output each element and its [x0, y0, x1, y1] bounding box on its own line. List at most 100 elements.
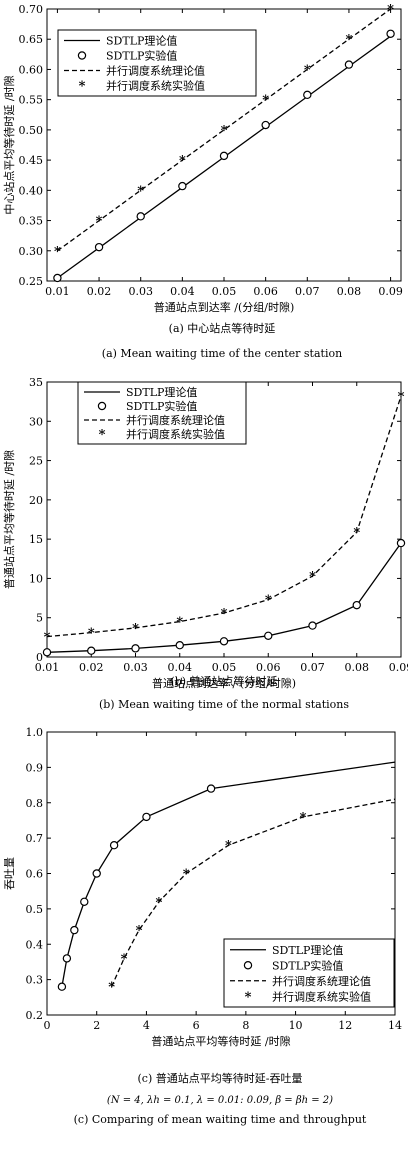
data-point-circle: [94, 242, 104, 252]
x-tick-label: 14: [388, 1019, 402, 1032]
x-tick-label: 0: [44, 1019, 51, 1032]
y-tick-label: 0.60: [19, 63, 44, 76]
chart-b: (b) 普通站点等待时延 (b) Mean waiting time of th…: [2, 376, 408, 711]
y-axis-label: 中心站点平均等待时延 /时隙: [2, 75, 16, 214]
chart-a: (a) 中心站点等待时延 (a) Mean waiting time of th…: [2, 3, 403, 361]
series-line-dashed: [57, 8, 391, 252]
data-point-star: *: [108, 980, 115, 995]
y-axis-label: 吞吐量: [3, 857, 16, 890]
data-point-circle: [352, 600, 361, 610]
caption-cn-b: (b) 普通站点等待时延: [170, 674, 277, 688]
x-tick-label: 6: [193, 1019, 200, 1032]
data-point-star: *: [136, 924, 143, 939]
data-point-circle: [92, 869, 101, 878]
caption-cn-c: (c) 普通站点平均等待时延-吞吐量: [138, 1071, 303, 1085]
x-tick-label: 0.05: [212, 661, 237, 674]
y-tick-label: 15: [29, 533, 43, 546]
x-tick-label: 0.09: [378, 285, 403, 298]
x-tick-label: 0.02: [87, 285, 112, 298]
legend-label: 并行调度系统实验值: [106, 79, 205, 93]
series-line-solid: [46, 542, 402, 653]
legend-label: SDTLP实验值: [106, 49, 177, 63]
y-tick-label: 35: [29, 376, 43, 389]
x-tick-label: 10: [289, 1019, 303, 1032]
x-tick-label: 0.08: [337, 285, 362, 298]
data-point-star: *: [54, 244, 61, 259]
x-tick-label: 0.01: [45, 285, 70, 298]
caption-params-c: (N = 4, λh = 0.1, λ = 0.01: 0.09, β = βh…: [107, 1095, 333, 1106]
caption-en-b: (b) Mean waiting time of the normal stat…: [99, 698, 349, 711]
x-tick-label: 0.07: [295, 285, 320, 298]
caption-cn-a: (a) 中心站点等待时延: [169, 321, 276, 335]
y-tick-label: 0.70: [19, 3, 44, 16]
data-point-circle: [80, 897, 89, 906]
y-tick-label: 0.5: [26, 903, 44, 916]
legend-label: 并行调度系统实验值: [272, 989, 371, 1003]
data-point-star: *: [221, 607, 228, 622]
legend-label: 并行调度系统理论值: [272, 974, 371, 988]
legend-swatch-star: *: [245, 990, 252, 1005]
data-point-star: *: [262, 93, 269, 108]
legend-swatch-star: *: [79, 79, 86, 94]
data-point-circle: [219, 151, 229, 161]
data-point-circle: [175, 641, 184, 650]
y-tick-label: 0.40: [19, 184, 44, 197]
data-point-circle: [344, 60, 354, 69]
data-point-circle: [87, 646, 96, 655]
y-tick-label: 0.4: [26, 938, 44, 951]
data-point-star: *: [353, 526, 360, 541]
legend-label: 并行调度系统实验值: [126, 427, 225, 441]
y-tick-label: 0.35: [19, 215, 44, 228]
x-tick-label: 0.04: [168, 661, 193, 674]
y-tick-label: 5: [36, 612, 43, 625]
caption-en-c: (c) Comparing of mean waiting time and t…: [74, 1113, 367, 1126]
series-line-dashed: [46, 395, 402, 638]
data-point-star: *: [309, 570, 316, 585]
data-point-star: *: [179, 154, 186, 169]
data-point-circle: [62, 954, 72, 963]
data-point-star: *: [300, 810, 307, 825]
legend-label: SDTLP理论值: [106, 34, 177, 48]
data-point-circle: [386, 29, 395, 38]
x-tick-label: 0.06: [253, 285, 278, 298]
data-point-circle: [206, 784, 216, 793]
y-tick-label: 0.25: [19, 275, 44, 288]
y-tick-label: 0.9: [26, 761, 44, 774]
x-axis-label: 普通站点到达率 / (分组/时隙): [152, 676, 296, 690]
x-tick-label: 12: [338, 1019, 352, 1032]
y-tick-label: 20: [29, 494, 43, 507]
data-point-star: *: [387, 3, 394, 18]
y-tick-label: 30: [29, 415, 43, 428]
y-tick-label: 0.7: [26, 832, 44, 845]
data-point-circle: [109, 840, 119, 850]
x-tick-label: 0.03: [128, 285, 153, 298]
data-point-star: *: [44, 630, 51, 645]
data-point-star: *: [132, 621, 139, 636]
data-point-circle: [57, 982, 67, 991]
x-tick-label: 0.08: [345, 661, 370, 674]
series-line-dashed: [111, 798, 396, 987]
data-point-star: *: [137, 184, 144, 199]
y-tick-label: 0.45: [19, 154, 44, 167]
data-point-star: *: [176, 615, 183, 630]
data-point-circle: [308, 621, 317, 630]
data-point-star: *: [265, 593, 272, 608]
x-axis-label: 普通站点到达率 /(分组/时隙): [154, 300, 295, 314]
x-tick-label: 0.07: [300, 661, 325, 674]
legend-label: SDTLP实验值: [272, 958, 343, 972]
data-point-star: *: [88, 626, 95, 641]
chart-c: (c) 普通站点平均等待时延-吞吐量 (N = 4, λh = 0.1, λ =…: [3, 726, 402, 1126]
data-point-star: *: [221, 123, 228, 138]
data-point-circle: [42, 648, 52, 657]
y-tick-label: 1.0: [26, 726, 44, 739]
data-point-star: *: [121, 952, 128, 967]
y-tick-label: 0.2: [26, 1009, 44, 1022]
data-point-star: *: [225, 839, 232, 854]
data-point-circle: [219, 637, 229, 646]
legend-swatch-circle: [97, 401, 107, 411]
x-tick-label: 0.03: [123, 661, 148, 674]
y-tick-label: 0.8: [26, 797, 44, 810]
x-tick-label: 0.09: [389, 661, 408, 674]
data-point-circle: [264, 631, 273, 640]
y-tick-label: 0.3: [26, 974, 44, 987]
